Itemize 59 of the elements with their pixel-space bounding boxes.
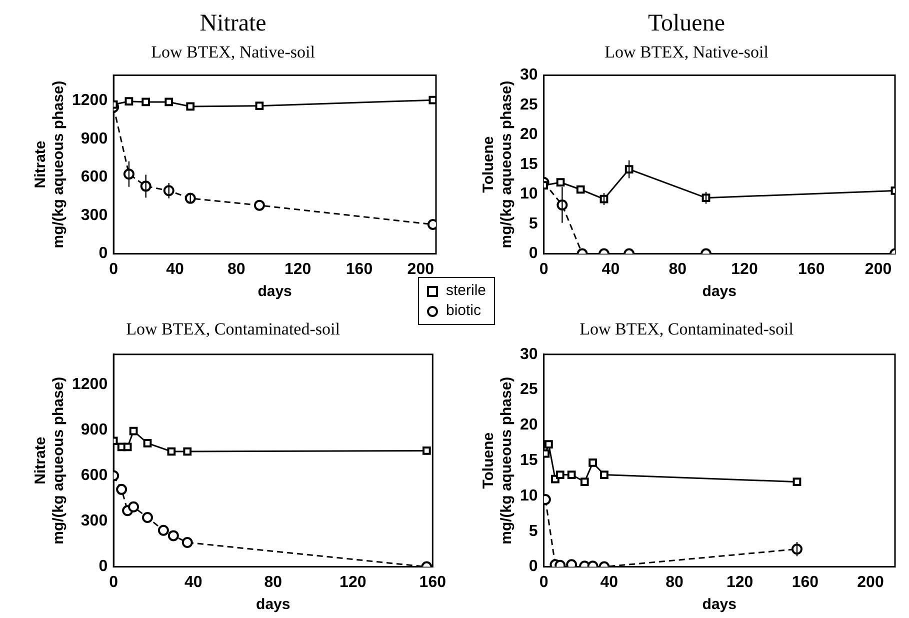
x-axis-title: days	[702, 596, 736, 614]
x-tick-label: 40	[602, 260, 620, 278]
y-tick-label: 25	[520, 381, 538, 398]
x-axis-title: days	[702, 283, 736, 300]
chart-title: Toluene	[648, 10, 725, 37]
y-tick-label: 15	[520, 452, 538, 470]
x-tick-label: 80	[264, 574, 282, 591]
x-tick-label: 160	[419, 574, 446, 591]
y-tick-label: 5	[528, 215, 538, 232]
y-tick-label: 0	[98, 245, 108, 262]
x-tick-label: 40	[600, 574, 618, 591]
x-tick-label: 80	[668, 260, 687, 278]
y-tick-label: 10	[520, 186, 538, 203]
x-tick-label: 200	[407, 260, 434, 278]
y-tick-label: 30	[520, 66, 538, 84]
y-tick-label: 600	[80, 467, 108, 484]
y-tick-label: 5	[528, 522, 538, 540]
x-tick-label: 80	[666, 574, 684, 591]
y-axis-title: Nitrate mg/(kg aqueous phase)	[32, 376, 68, 544]
x-tick-label: 160	[346, 260, 373, 278]
chart-title: Low BTEX, Contaminated-soil	[126, 320, 340, 339]
y-axis-title: Toluene mg/(kg aqueous phase)	[480, 376, 516, 544]
x-tick-label: 120	[726, 574, 754, 591]
x-tick-label: 120	[340, 574, 366, 591]
y-tick-label: 15	[520, 156, 538, 173]
x-tick-label: 200	[857, 574, 884, 591]
legend-label: sterile	[446, 281, 486, 301]
y-tick-label: 1200	[72, 376, 108, 394]
x-tick-label: 40	[166, 260, 184, 278]
x-axis-title: days	[256, 596, 290, 614]
x-tick-label: 120	[284, 260, 312, 278]
y-tick-label: 20	[520, 126, 538, 144]
y-tick-label: 20	[520, 416, 538, 434]
x-tick-label: 120	[731, 260, 758, 278]
y-tick-label: 900	[80, 130, 108, 148]
chart-title: Low BTEX, Contaminated-soil	[580, 320, 794, 339]
x-tick-label: 80	[228, 260, 246, 278]
y-tick-label: 0	[98, 558, 108, 576]
chart-title: Nitrate	[200, 10, 266, 37]
y-tick-label: 900	[80, 422, 108, 439]
y-tick-label: 1200	[72, 92, 108, 110]
chart-subtitle: Low BTEX, Native-soil	[604, 42, 769, 62]
y-tick-label: 30	[520, 346, 538, 363]
x-tick-label: 40	[184, 574, 202, 591]
y-tick-label: 300	[80, 206, 108, 224]
x-tick-label: 160	[792, 574, 819, 591]
chart-subtitle: Low BTEX, Native-soil	[151, 42, 316, 62]
y-tick-label: 300	[80, 512, 108, 530]
x-tick-label: 200	[864, 260, 892, 278]
x-tick-label: 160	[798, 260, 825, 278]
y-tick-label: 0	[528, 558, 538, 576]
y-tick-label: 25	[520, 96, 538, 114]
y-tick-label: 600	[80, 168, 108, 186]
y-tick-label: 0	[528, 245, 538, 262]
x-axis-title: days	[258, 283, 292, 300]
y-axis-title: Toluene mg/(kg aqueous phase)	[480, 80, 516, 248]
legend-label: biotic	[446, 301, 482, 321]
y-axis-title: Nitrate mg/(kg aqueous phase)	[32, 80, 68, 248]
y-tick-label: 10	[520, 487, 538, 504]
